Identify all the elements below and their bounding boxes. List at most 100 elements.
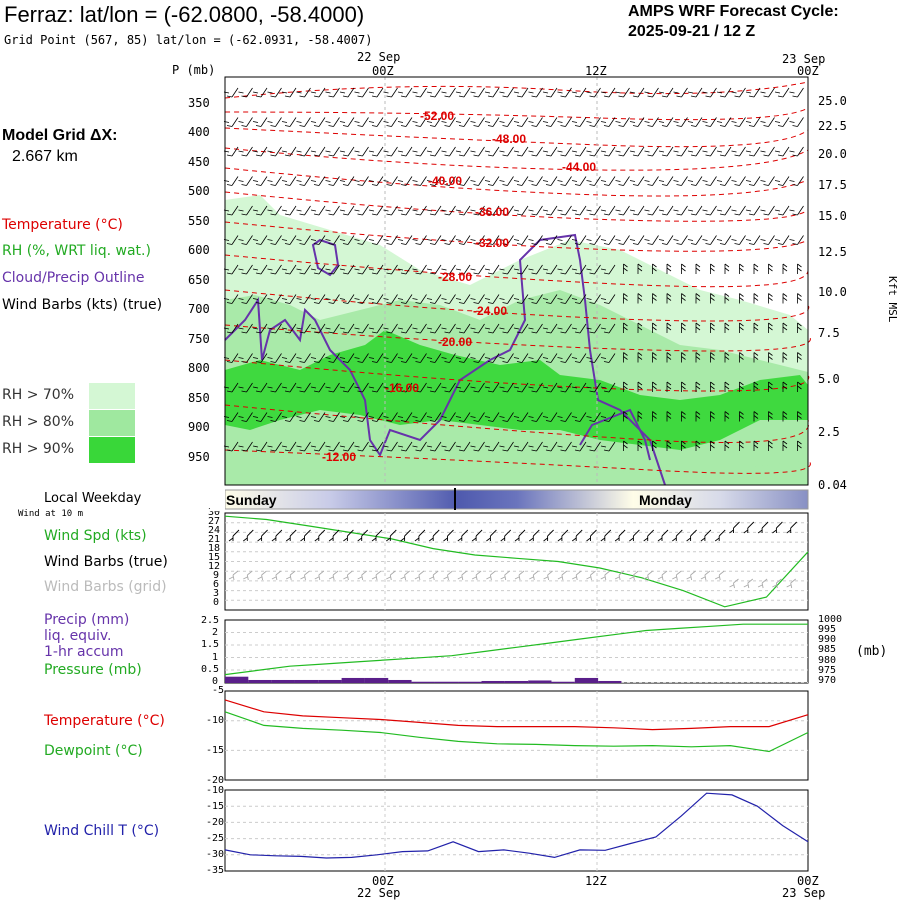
surface-wind-barb-true (514, 529, 526, 542)
upper-wind-barb (629, 146, 645, 157)
upper-wind-barb (267, 353, 282, 363)
precip-label-3: 1-hr accum (44, 644, 124, 660)
upper-wind-barb (615, 117, 630, 127)
upper-wind-barb (252, 176, 268, 186)
upper-wind-barb (629, 176, 645, 186)
upper-wind-barb (710, 263, 715, 274)
wind-tick: 0 (213, 597, 220, 608)
upper-wind-barb (586, 117, 601, 127)
precip-bar (458, 681, 482, 683)
upper-wind-barb (354, 323, 369, 334)
upper-wind-barb (426, 87, 442, 98)
upper-wind-barb (739, 440, 744, 451)
upper-wind-barb (528, 235, 543, 245)
upper-wind-barb (797, 440, 802, 451)
upper-wind-barb (652, 352, 657, 363)
upper-wind-barb (310, 382, 326, 393)
upper-wind-barb (325, 176, 340, 186)
upper-wind-barb (716, 176, 732, 186)
upper-wind-barb (499, 117, 514, 127)
surface-wind-barb-grid (714, 570, 725, 581)
wind-chill-label: Wind Chill T (°C) (44, 823, 160, 839)
upper-wind-barb (455, 382, 471, 393)
upper-wind-barb (666, 381, 672, 392)
upper-wind-barb (658, 146, 674, 157)
surface-wind-barb-true (557, 529, 569, 542)
upper-wind-barb (673, 87, 688, 98)
precip-bar (481, 680, 505, 683)
upper-wind-barb (470, 323, 485, 334)
upper-wind-barb (484, 323, 500, 334)
surface-wind-barb-grid (457, 570, 468, 581)
upper-wind-barb (600, 264, 616, 275)
wind-speed-line (224, 515, 809, 608)
upper-wind-barb (412, 87, 427, 98)
upper-wind-barb (710, 293, 715, 304)
wind-tick: 9 (213, 570, 220, 581)
upper-wind-barb (383, 323, 398, 334)
upper-wind-barb (484, 205, 500, 216)
upper-wind-barb (557, 235, 572, 245)
upper-wind-barb (238, 441, 253, 452)
wind-tick: 24 (208, 525, 221, 536)
upper-wind-barb (731, 117, 746, 127)
surface-wind-barb-true (657, 529, 669, 542)
upper-wind-barb (724, 293, 730, 304)
upper-wind-barb (528, 117, 543, 127)
pressure-tick: 990 (818, 634, 837, 645)
p-tick: 950 (188, 450, 210, 464)
upper-wind-barb (441, 146, 456, 157)
surface-wind-barb-true (271, 529, 283, 542)
isotherm (224, 147, 809, 171)
upper-wind-barb (571, 205, 587, 216)
upper-wind-barb (252, 235, 268, 245)
precip-bar (504, 680, 529, 683)
upper-wind-barb (695, 293, 701, 304)
upper-wind-barb (238, 294, 253, 304)
upper-wind-barb (412, 146, 427, 157)
cross-section-gridlines (384, 77, 598, 485)
upper-wind-barb (586, 264, 601, 275)
bottom-date-right: 23 Sep (782, 886, 826, 900)
upper-wind-barb (666, 293, 672, 304)
surface-wind-barb-true (743, 521, 755, 534)
upper-wind-barb (745, 205, 761, 216)
upper-wind-barb (470, 117, 485, 127)
upper-wind-barb (383, 294, 398, 304)
precip-bar (341, 677, 365, 683)
upper-wind-barb (223, 87, 239, 98)
upper-wind-barb (637, 293, 643, 304)
pressure-tick: 995 (818, 624, 837, 635)
upper-wind-barb (571, 87, 587, 98)
upper-wind-barb (368, 176, 384, 186)
surface-wind-barb-true (400, 529, 411, 542)
surface-wind-barb-grid (471, 570, 482, 581)
precip-tick: 1.5 (201, 639, 220, 650)
wind-tick: 15 (208, 552, 221, 563)
upper-wind-barb (499, 264, 514, 275)
upper-wind-barb (455, 235, 471, 245)
upper-wind-barb (470, 264, 485, 275)
upper-wind-barb (600, 382, 616, 393)
upper-wind-barb (615, 87, 630, 98)
upper-wind-barb (513, 205, 529, 216)
upper-wind-barb (586, 235, 601, 245)
model-grid-label: Model Grid ΔX: (2, 127, 118, 144)
surface-wind-barb-true (428, 529, 440, 542)
upper-wind-barb (623, 440, 628, 451)
upper-wind-barb (470, 87, 485, 98)
height-tick: 12.5 (818, 245, 847, 259)
upper-wind-barb (281, 205, 297, 216)
upper-wind-barb (687, 176, 703, 186)
upper-wind-barb (658, 176, 674, 186)
upper-wind-barb (542, 323, 558, 334)
upper-wind-barb (484, 382, 500, 393)
legend-rh80-swatch (89, 410, 135, 436)
surface-wind-barb-grid (614, 570, 625, 581)
upper-wind-barb (281, 235, 297, 245)
upper-wind-barb (368, 264, 384, 275)
upper-wind-barb (623, 322, 628, 333)
p-tick: 850 (188, 391, 210, 405)
upper-wind-barb (281, 176, 297, 186)
surface-wind-barb-grid (543, 570, 553, 581)
